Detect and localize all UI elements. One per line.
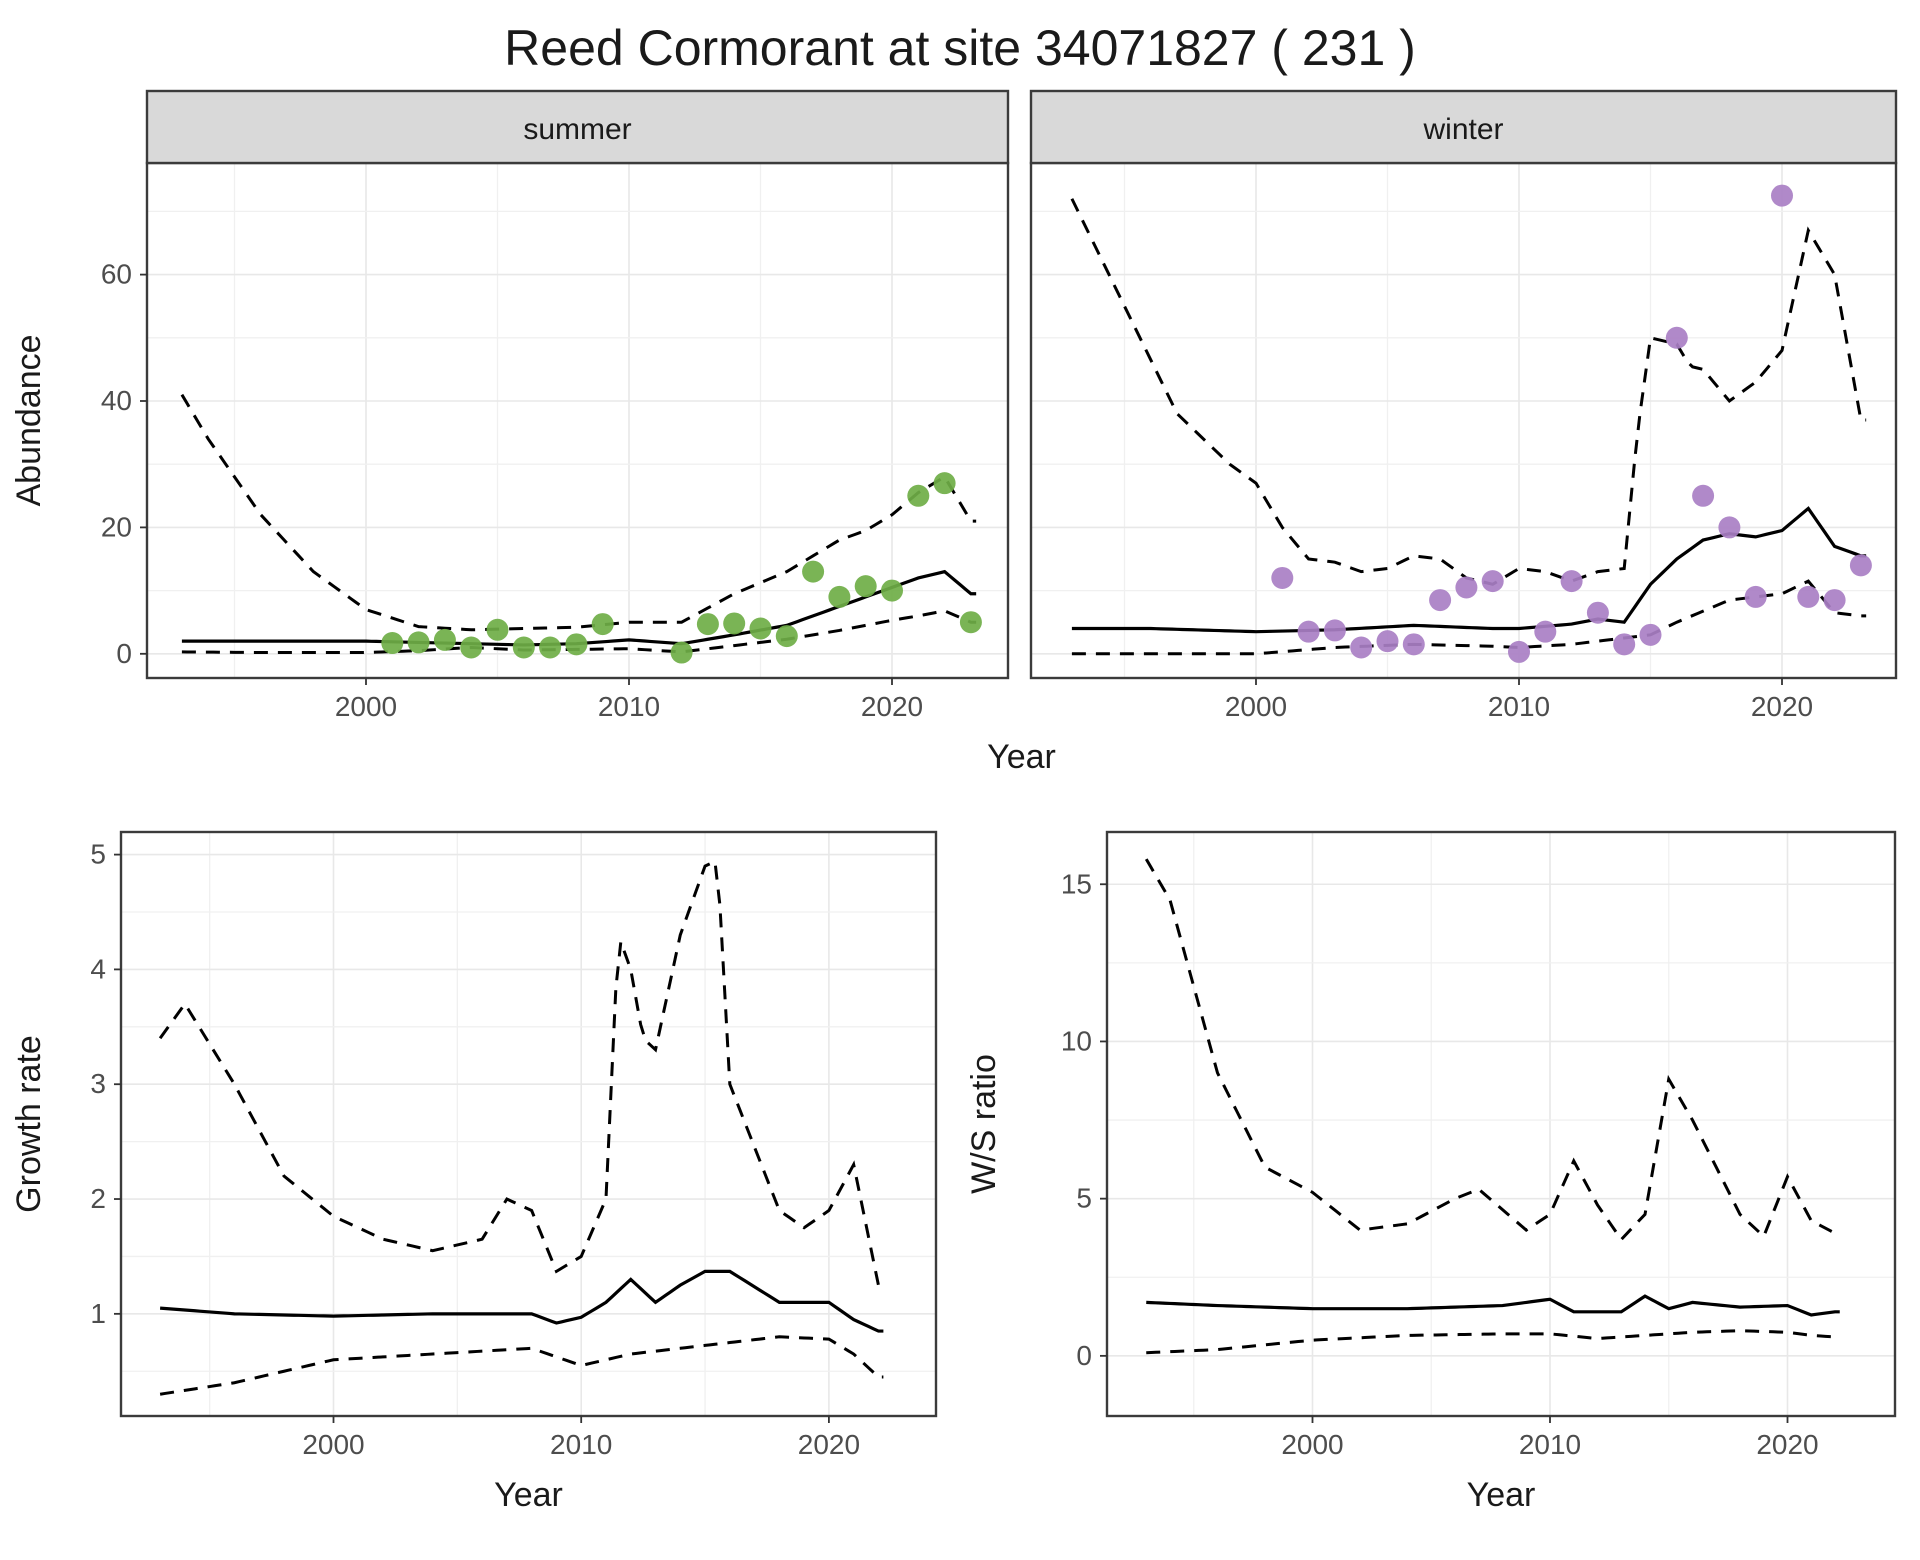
svg-text:2: 2	[90, 1183, 106, 1214]
svg-text:2020: 2020	[861, 691, 923, 722]
svg-text:60: 60	[101, 259, 132, 290]
svg-text:0: 0	[116, 638, 132, 669]
svg-text:Reed Cormorant at site 3407182: Reed Cormorant at site 34071827 ( 231 )	[504, 20, 1416, 76]
svg-text:0: 0	[1076, 1340, 1092, 1371]
svg-text:2010: 2010	[550, 1429, 612, 1460]
svg-text:summer: summer	[523, 113, 631, 146]
svg-text:2020: 2020	[798, 1429, 860, 1460]
svg-text:winter: winter	[1422, 113, 1503, 146]
svg-text:Abundance: Abundance	[10, 334, 48, 506]
svg-text:10: 10	[1061, 1025, 1092, 1056]
svg-text:Year: Year	[987, 738, 1056, 776]
svg-text:2000: 2000	[335, 691, 397, 722]
svg-text:20: 20	[101, 511, 132, 542]
svg-text:2010: 2010	[598, 691, 660, 722]
svg-text:40: 40	[101, 385, 132, 416]
svg-text:2010: 2010	[1519, 1429, 1581, 1460]
svg-text:2000: 2000	[302, 1429, 364, 1460]
svg-text:2000: 2000	[1281, 1429, 1343, 1460]
svg-text:5: 5	[90, 839, 106, 870]
svg-text:3: 3	[90, 1068, 106, 1099]
svg-text:Year: Year	[1467, 1476, 1536, 1514]
svg-text:5: 5	[1076, 1183, 1092, 1214]
svg-text:Year: Year	[494, 1476, 563, 1514]
svg-text:4: 4	[90, 953, 106, 984]
svg-text:2010: 2010	[1488, 691, 1550, 722]
svg-text:2020: 2020	[1751, 691, 1813, 722]
svg-text:Growth rate: Growth rate	[10, 1035, 48, 1213]
svg-text:W/S ratio: W/S ratio	[965, 1054, 1003, 1194]
svg-text:2000: 2000	[1225, 691, 1287, 722]
svg-text:15: 15	[1061, 868, 1092, 899]
svg-text:1: 1	[90, 1298, 106, 1329]
svg-text:2020: 2020	[1756, 1429, 1818, 1460]
